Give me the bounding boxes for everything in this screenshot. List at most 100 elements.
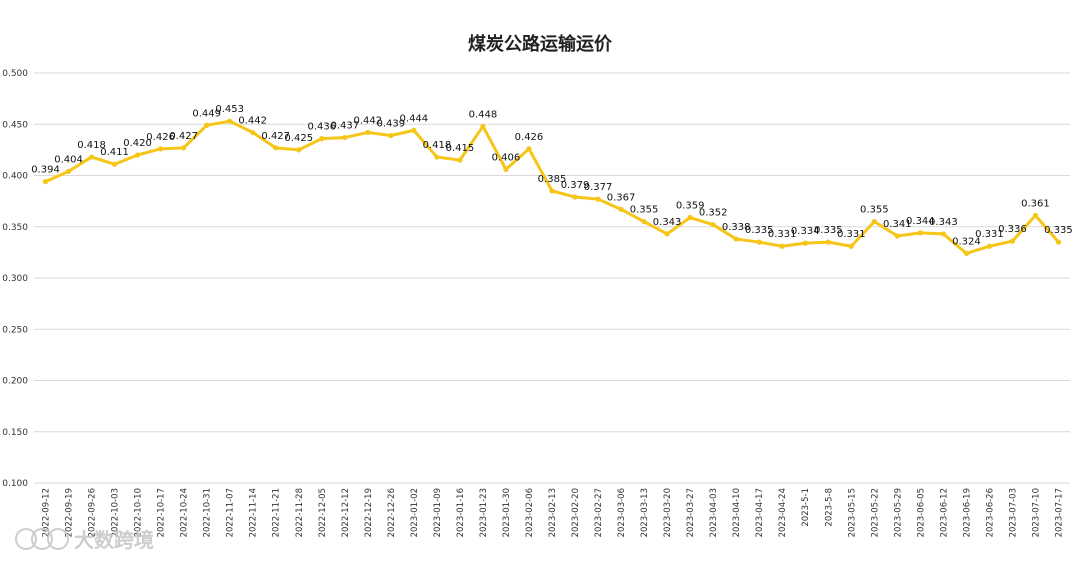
data-labels: 0.3940.4040.4180.4110.4200.4260.4270.449… xyxy=(31,104,1073,247)
data-point xyxy=(411,127,417,133)
x-axis-ticks: 2022-09-12 2022-09-19 2022-09-26 2022-10-03… xyxy=(42,488,1065,537)
data-point xyxy=(848,243,854,249)
data-point xyxy=(111,161,118,167)
data-label: 0.344 xyxy=(906,216,935,227)
data-label: 0.436 xyxy=(307,122,336,133)
x-tick-label: 2022-09-26 xyxy=(88,488,98,537)
data-point xyxy=(710,222,716,228)
data-label: 0.336 xyxy=(998,224,1027,235)
data-point xyxy=(825,239,831,245)
watermark-text: 大数跨境 xyxy=(74,528,154,552)
data-point xyxy=(365,129,371,136)
x-tick-label: 2023-03-20 xyxy=(663,488,673,537)
x-tick-label: 2022-10-03 xyxy=(111,488,121,537)
data-label: 0.331 xyxy=(975,229,1004,240)
data-label: 0.334 xyxy=(791,226,820,237)
x-tick-label: 2022-11-28 xyxy=(295,488,305,537)
data-label: 0.425 xyxy=(284,133,313,144)
data-label: 0.355 xyxy=(630,205,659,216)
x-tick-label: 2022-12-26 xyxy=(387,488,397,537)
y-tick-label: 0.100 xyxy=(2,479,28,489)
data-point xyxy=(894,233,900,239)
x-tick-label: 2023-06-26 xyxy=(985,488,995,537)
x-tick-label: 2023-5-8 xyxy=(824,488,834,527)
data-point xyxy=(434,154,440,160)
data-point xyxy=(549,188,555,194)
data-point xyxy=(733,236,739,242)
data-label: 0.394 xyxy=(31,165,60,176)
data-point xyxy=(480,123,486,129)
data-label: 0.359 xyxy=(676,201,705,212)
x-tick-label: 2022-11-07 xyxy=(226,488,236,537)
data-label: 0.448 xyxy=(469,109,498,120)
y-tick-label: 0.500 xyxy=(2,69,28,79)
data-point xyxy=(526,146,532,152)
x-tick-label: 2022-12-12 xyxy=(341,488,351,537)
x-tick-label: 2023-01-23 xyxy=(479,488,489,537)
data-point xyxy=(940,231,946,237)
data-label: 0.453 xyxy=(215,104,244,115)
x-tick-label: 2023-07-10 xyxy=(1031,488,1041,537)
x-tick-label: 2022-09-19 xyxy=(65,488,75,537)
data-point xyxy=(664,231,670,237)
data-point xyxy=(42,179,49,185)
x-tick-label: 2023-03-13 xyxy=(640,488,650,537)
x-tick-label: 2023-01-30 xyxy=(502,488,512,537)
data-label: 0.418 xyxy=(423,140,452,151)
data-point xyxy=(227,118,233,124)
data-label: 0.352 xyxy=(699,208,728,219)
x-tick-label: 2022-10-10 xyxy=(134,488,144,537)
data-point xyxy=(779,243,785,249)
x-tick-label: 2023-02-06 xyxy=(525,488,535,537)
data-point xyxy=(595,196,601,202)
data-point xyxy=(641,219,647,225)
data-label: 0.427 xyxy=(261,131,290,142)
x-tick-label: 2023-05-29 xyxy=(893,488,903,537)
x-tick-label: 2023-02-20 xyxy=(571,488,581,537)
data-label: 0.442 xyxy=(354,115,383,126)
data-label: 0.444 xyxy=(400,113,429,124)
data-label: 0.439 xyxy=(377,119,406,130)
data-label: 0.361 xyxy=(1021,198,1050,209)
data-point xyxy=(181,145,187,151)
x-tick-label: 2023-02-27 xyxy=(594,488,604,537)
chart-title: 煤炭公路运输运价 xyxy=(468,33,613,55)
series-layer xyxy=(42,118,1062,256)
data-point xyxy=(319,136,325,142)
pig-logo-icon xyxy=(15,528,69,550)
data-point xyxy=(158,146,164,152)
data-point xyxy=(986,243,993,249)
data-label: 0.331 xyxy=(837,229,866,240)
data-point xyxy=(1032,212,1039,219)
y-tick-label: 0.350 xyxy=(2,223,28,233)
data-point xyxy=(273,145,279,151)
data-point xyxy=(457,157,463,163)
data-point xyxy=(65,168,72,174)
data-point xyxy=(572,194,578,200)
data-label: 0.331 xyxy=(768,229,797,240)
x-tick-label: 2023-07-17 xyxy=(1054,488,1064,537)
data-label: 0.335 xyxy=(745,225,774,236)
x-tick-label: 2023-04-17 xyxy=(755,488,765,537)
data-label: 0.343 xyxy=(929,217,958,228)
data-point xyxy=(618,206,624,212)
data-label: 0.404 xyxy=(54,154,83,165)
y-tick-label: 0.450 xyxy=(2,120,28,130)
data-label: 0.406 xyxy=(492,152,521,163)
x-tick-label: 2023-06-19 xyxy=(962,488,972,537)
data-label: 0.341 xyxy=(883,219,912,230)
x-tick-label: 2023-06-05 xyxy=(916,488,926,537)
x-tick-label: 2023-03-27 xyxy=(686,488,696,537)
data-label: 0.449 xyxy=(192,108,221,119)
data-point xyxy=(687,214,693,221)
data-label: 0.338 xyxy=(722,222,751,233)
data-point xyxy=(204,122,210,128)
data-point xyxy=(1055,239,1062,245)
x-tick-label: 2023-04-10 xyxy=(732,488,742,537)
data-label: 0.355 xyxy=(860,205,889,216)
x-tick-label: 2022-11-14 xyxy=(249,488,259,537)
data-label: 0.418 xyxy=(77,140,106,151)
data-label: 0.415 xyxy=(446,143,475,154)
